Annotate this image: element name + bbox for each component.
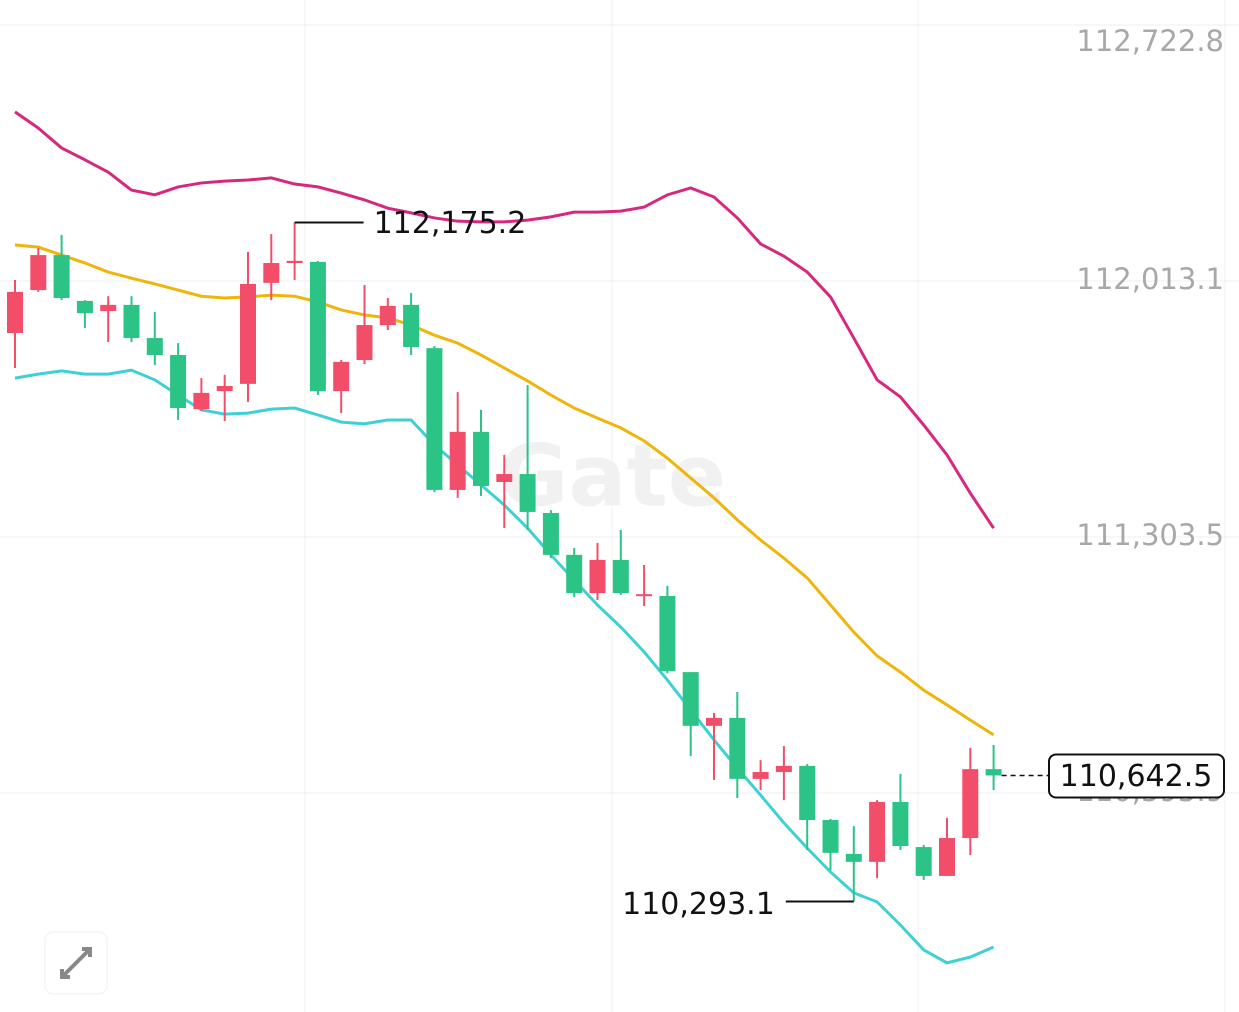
candle-body — [775, 765, 792, 773]
candle-body — [869, 801, 886, 862]
expand-button[interactable] — [44, 931, 108, 995]
candle-body — [193, 392, 210, 410]
candle-body — [752, 772, 769, 779]
low-label: 110,293.1 — [622, 887, 775, 922]
candle-body — [892, 801, 909, 846]
candle-body — [915, 847, 932, 876]
candle-body — [123, 304, 140, 339]
candle-body — [403, 304, 420, 348]
candle-body — [53, 255, 70, 299]
candle-body — [845, 853, 862, 862]
candle-body — [636, 594, 653, 597]
candle-body — [449, 431, 466, 490]
candle-body — [7, 291, 23, 334]
candle-body — [76, 300, 93, 314]
candle-body — [729, 717, 746, 779]
candle-body — [962, 769, 979, 839]
y-tick-label: 112,013.1 — [1076, 262, 1224, 296]
expand-icon[interactable] — [60, 947, 92, 979]
candle-body — [473, 431, 489, 486]
vertical-grid — [304, 0, 1226, 1012]
y-tick-label: 112,722.8 — [1076, 24, 1224, 58]
candle-body — [799, 765, 816, 821]
candle-body — [379, 305, 396, 326]
candle-body — [496, 474, 513, 482]
candle-body — [333, 361, 350, 392]
candle-body — [216, 386, 233, 392]
y-tick-label: 111,303.5 — [1076, 518, 1224, 552]
candle-body — [263, 263, 280, 283]
candle-body — [519, 474, 536, 512]
candle-body — [706, 717, 722, 726]
candle-body — [309, 261, 326, 392]
candle-body — [822, 820, 839, 853]
candle-body — [30, 255, 47, 291]
candle-body — [566, 554, 583, 594]
candle-body — [170, 355, 187, 409]
candle-body — [146, 338, 163, 356]
candle-body — [100, 304, 117, 311]
band-line — [14, 243, 995, 737]
candle-body — [682, 672, 699, 726]
last-price-box — [1048, 753, 1225, 799]
candle-body — [985, 769, 1002, 776]
candle-body — [542, 513, 559, 555]
candle-body — [659, 595, 676, 672]
candle-body — [426, 348, 443, 490]
candle-body — [240, 283, 256, 384]
candle-body — [589, 559, 606, 594]
candle-body — [286, 260, 303, 264]
candle-body — [939, 838, 955, 876]
last-price-label: 110,642.5 — [1060, 759, 1213, 794]
band-line — [14, 110, 995, 529]
high-label: 112,175.2 — [374, 206, 527, 241]
candle-body — [612, 559, 629, 594]
candle-body — [356, 325, 373, 361]
